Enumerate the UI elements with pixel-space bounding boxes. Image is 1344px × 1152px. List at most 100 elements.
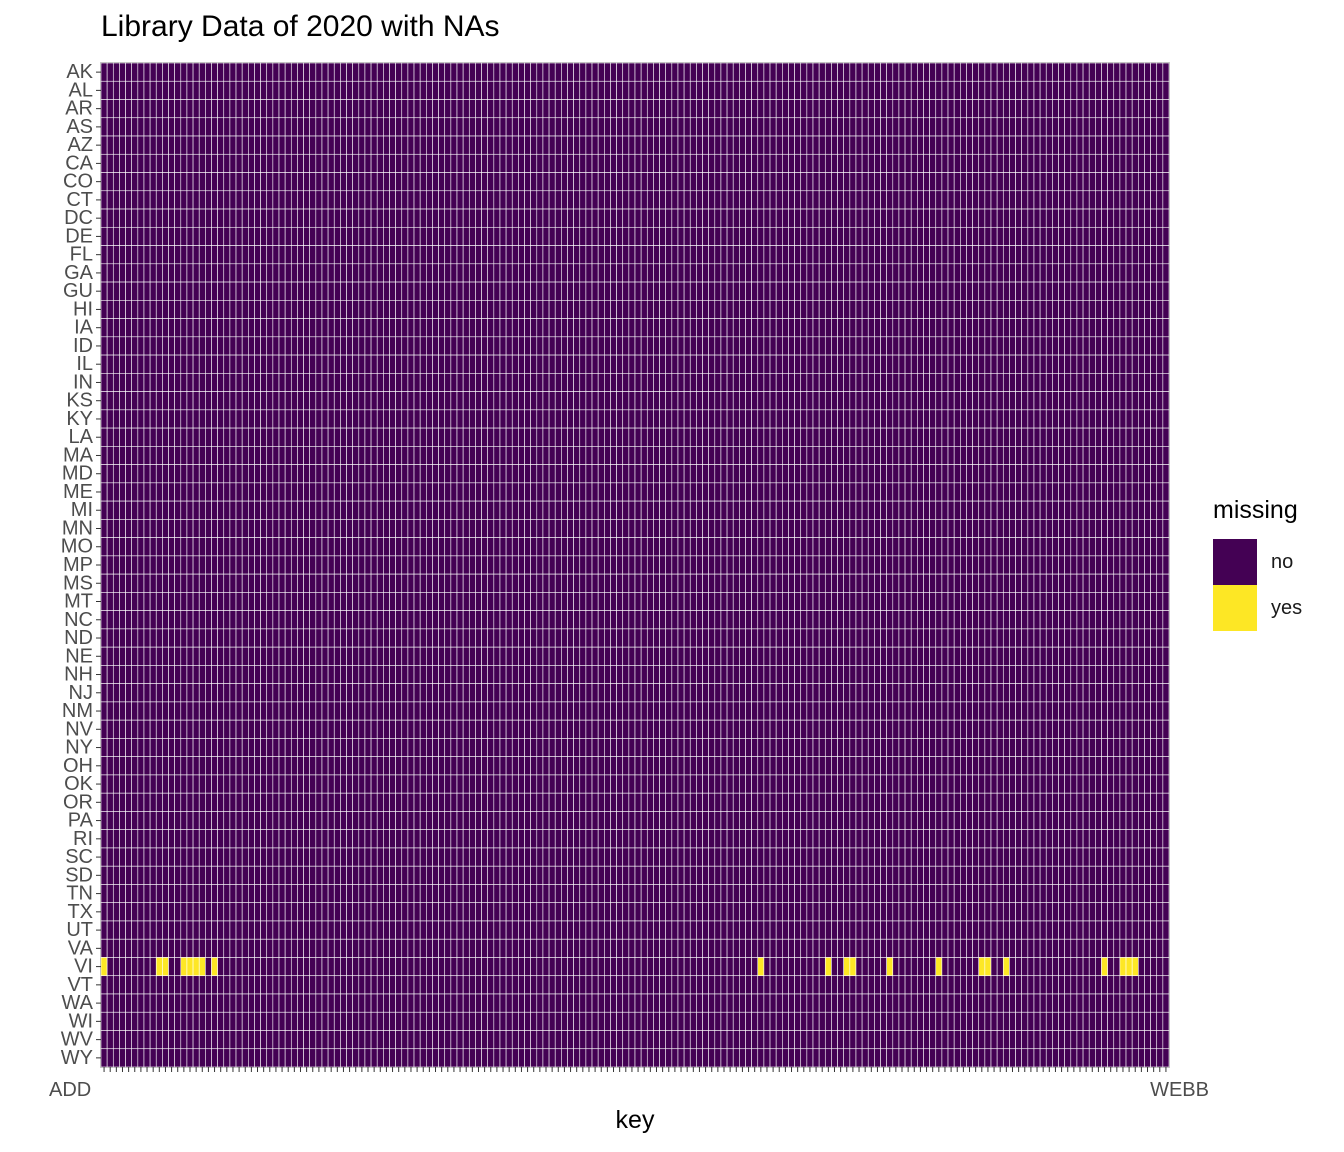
heatmap-cell [149,62,157,82]
heatmap-cell [389,519,396,538]
heatmap-cell [1144,537,1151,557]
heatmap-cell [511,80,519,100]
heatmap-cell [100,519,108,538]
heatmap-cell [702,318,709,338]
heatmap-cell [162,446,169,465]
heatmap-cell [947,555,955,575]
heatmap-cell [542,464,550,484]
heatmap-cell [143,226,151,246]
heatmap-cell [321,354,329,374]
heatmap-cell [591,153,599,173]
heatmap-cell [272,519,280,538]
heatmap-cell [524,500,531,520]
heatmap-cell [462,409,470,429]
heatmap-cell [947,409,955,429]
heatmap-cell [395,99,403,119]
heatmap-cell [910,555,918,575]
heatmap-cell [1144,336,1151,356]
heatmap-cell [775,318,783,338]
heatmap-cell [192,373,200,392]
heatmap-cell [162,80,169,100]
heatmap-cell [493,391,501,411]
heatmap-cell [205,391,212,411]
heatmap-cell [1058,153,1065,173]
heatmap-cell [671,208,679,228]
heatmap-cell [456,135,464,155]
heatmap-cell [702,464,709,484]
heatmap-cell [831,153,838,173]
heatmap-cell [1064,99,1072,119]
heatmap-cell [585,500,593,520]
heatmap-cell [340,172,347,192]
heatmap-cell [481,226,488,246]
heatmap-cell [1119,190,1127,210]
heatmap-cell [757,464,765,484]
heatmap-cell [143,208,151,228]
heatmap-cell [205,318,212,338]
heatmap-cell [290,226,298,246]
heatmap-cell [1144,135,1151,155]
heatmap-cell [131,190,139,210]
heatmap-cell [198,300,206,319]
heatmap-cell [174,373,182,392]
heatmap-cell [481,336,488,356]
heatmap-cell [1150,281,1158,301]
heatmap-cell [505,99,513,119]
heatmap-cell [407,190,415,210]
heatmap-cell [493,135,501,155]
heatmap-cell [119,208,126,228]
heatmap-cell [659,172,666,192]
heatmap-cell [597,245,605,265]
heatmap-cell [155,99,163,119]
heatmap-cell [837,318,844,338]
heatmap-cell [714,208,722,228]
heatmap-cell [1082,555,1090,575]
heatmap-cell [763,135,771,155]
heatmap-cell [824,482,832,502]
heatmap-cell [1002,519,1010,538]
heatmap-cell [389,336,396,356]
heatmap-cell [1095,80,1102,100]
heatmap-cell [739,573,746,593]
heatmap-cell [548,226,556,246]
heatmap-cell [487,245,495,265]
heatmap-cell [880,153,887,173]
heatmap-cell [990,318,998,338]
heatmap-cell [984,537,992,557]
heatmap-cell [493,208,501,228]
heatmap-cell [757,446,765,465]
heatmap-cell [1015,300,1022,319]
heatmap-cell [438,263,446,283]
heatmap-cell [941,281,949,301]
heatmap-cell [205,354,212,374]
heatmap-cell [886,281,894,301]
heatmap-cell [640,373,648,392]
heatmap-cell [800,427,808,447]
heatmap-cell [284,172,292,192]
heatmap-cell [272,172,280,192]
heatmap-cell [444,135,452,155]
heatmap-cell [849,318,857,338]
heatmap-cell [904,519,912,538]
heatmap-cell [370,409,378,429]
heatmap-cell [518,482,525,502]
heatmap-cell [395,263,403,283]
heatmap-cell [849,537,857,557]
heatmap-cell [1039,555,1047,575]
heatmap-cell [450,427,458,447]
heatmap-cell [597,373,605,392]
heatmap-cell [315,427,323,447]
heatmap-cell [284,391,292,411]
heatmap-cell [1113,391,1121,411]
heatmap-cell [548,519,556,538]
heatmap-cell [370,482,378,502]
heatmap-cell [782,391,789,411]
heatmap-cell [1039,519,1047,538]
heatmap-cell [284,409,292,429]
heatmap-cell [917,318,924,338]
heatmap-cell [1144,153,1151,173]
heatmap-cell [1144,190,1151,210]
heatmap-cell [211,80,218,100]
heatmap-cell [186,354,194,374]
heatmap-cell [941,500,949,520]
